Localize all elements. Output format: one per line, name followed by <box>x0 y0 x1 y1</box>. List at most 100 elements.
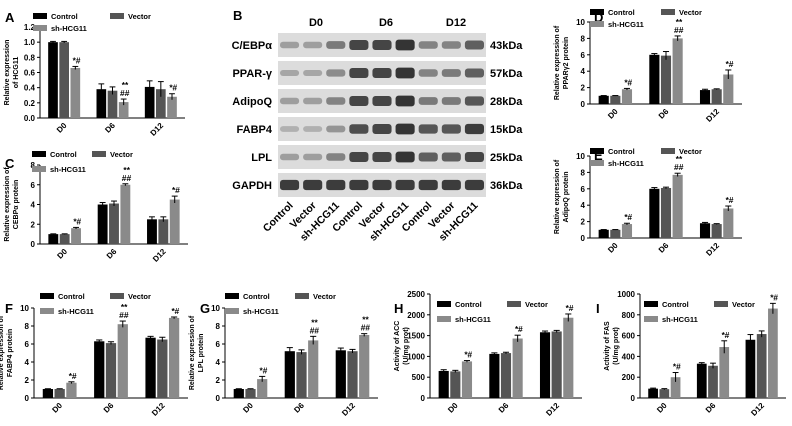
bar <box>48 42 58 118</box>
blot-band <box>372 179 392 191</box>
legend-swatch <box>644 316 658 322</box>
bar <box>708 365 718 398</box>
legend-label: sh-HCG11 <box>455 315 491 324</box>
chart-panel-c: C 0 2 4 6 8 Relative expression of CEBPα protei… <box>4 150 188 264</box>
y-tick-label: 0.8 <box>24 53 36 62</box>
y-tick-label: 6 <box>31 181 36 190</box>
blot-band <box>464 152 484 162</box>
day-label: D12 <box>446 17 466 29</box>
legend-label: sh-HCG11 <box>243 307 279 316</box>
y-axis-label: Activity of FAS (U/mg prot) <box>604 321 620 371</box>
bar <box>105 343 117 398</box>
blot-band <box>464 96 484 106</box>
bar <box>96 89 107 118</box>
x-tick-label: D12 <box>704 107 721 124</box>
significance-mark: *# <box>171 306 179 316</box>
x-tick-label: D6 <box>103 121 117 135</box>
x-tick-label: D6 <box>102 401 116 415</box>
blot-band <box>326 153 346 161</box>
chart-panel-i: I 0 200 400 600 800 1000 Activity of FAS (U/mg p… <box>596 290 786 418</box>
bar <box>347 351 358 398</box>
significance-mark: ## <box>120 88 130 98</box>
x-tick-label: D0 <box>50 401 64 415</box>
y-tick-label: 8 <box>31 161 36 170</box>
y-tick-label: 10 <box>20 304 29 313</box>
legend-swatch <box>225 308 239 314</box>
x-tick-label: D0 <box>606 241 620 255</box>
blot-band <box>441 69 461 77</box>
y-tick-label: 2 <box>31 220 36 229</box>
significance-mark: *# <box>515 324 523 334</box>
bar <box>59 234 70 244</box>
y-tick-label: 0 <box>216 394 221 403</box>
bar <box>120 184 131 244</box>
bar <box>672 174 683 238</box>
bar <box>48 234 59 244</box>
blot-band <box>464 123 484 135</box>
legend-label: Control <box>58 292 85 301</box>
bar <box>672 38 683 104</box>
significance-mark: *# <box>72 55 80 65</box>
blot-band <box>303 153 323 161</box>
panel-letter: G <box>200 301 210 316</box>
y-tick-label: 10 <box>211 304 220 313</box>
blot-band <box>280 153 300 161</box>
y-tick-label: 200 <box>622 373 636 382</box>
blot-band <box>464 179 484 191</box>
y-tick-label: 500 <box>412 373 426 382</box>
bar <box>711 224 722 238</box>
blot-band <box>349 96 369 106</box>
bar <box>70 67 81 118</box>
legend-swatch <box>110 13 124 19</box>
significance-mark: ** <box>675 17 682 27</box>
protein-size: 57kDa <box>490 68 523 80</box>
blot-band <box>395 95 415 107</box>
y-axis-label: Relative expression ofFABP4 protein <box>0 315 14 390</box>
legend-label: Vector <box>313 292 336 301</box>
legend-swatch <box>295 293 309 299</box>
legend-swatch <box>32 151 46 157</box>
blot-band <box>280 69 300 77</box>
bar <box>610 95 621 104</box>
bar <box>500 353 512 398</box>
blot-band <box>418 124 438 134</box>
bar <box>42 389 54 398</box>
significance-mark: *# <box>624 77 632 87</box>
blot-band <box>372 152 392 162</box>
x-tick-label: D12 <box>749 401 766 418</box>
bar <box>512 338 523 398</box>
legend-swatch <box>40 293 54 299</box>
protein-size: 36kDa <box>490 180 523 192</box>
y-tick-label: 1000 <box>617 290 635 299</box>
bar <box>670 377 681 398</box>
blot-band <box>303 126 323 132</box>
legend-swatch <box>644 301 658 307</box>
protein-size: 43kDa <box>490 40 523 52</box>
bar <box>621 224 633 238</box>
y-tick-label: 2 <box>581 218 586 227</box>
chart-panel-a: A 0.0 0.2 0.4 0.6 0.8 1.0 1.2 Relative expressio… <box>4 10 185 138</box>
chart-panel-e: E 0 2 4 6 8 10 Relative expression of AdipoQ pro… <box>554 147 742 258</box>
blot-band <box>280 97 300 105</box>
legend-label: sh-HCG11 <box>50 165 86 174</box>
bar <box>94 341 105 398</box>
bar <box>147 219 157 244</box>
significance-mark: *# <box>172 185 180 195</box>
legend-swatch <box>40 308 54 314</box>
y-axis-label: Relative expression of PPARγ2 protein <box>554 25 570 100</box>
bar <box>745 339 756 398</box>
bar <box>109 203 119 244</box>
protein-label: LPL <box>251 152 272 164</box>
legend-swatch <box>33 13 47 19</box>
legend-swatch <box>661 9 675 15</box>
bar <box>97 204 108 244</box>
y-tick-label: 0 <box>25 394 30 403</box>
bar <box>144 86 155 118</box>
bar <box>335 350 346 398</box>
bar <box>169 199 180 244</box>
y-tick-label: 2 <box>25 376 30 385</box>
bar <box>699 223 711 238</box>
protein-label: AdipoQ <box>232 96 272 108</box>
significance-mark: ## <box>674 162 684 172</box>
significance-mark: ## <box>360 323 370 333</box>
